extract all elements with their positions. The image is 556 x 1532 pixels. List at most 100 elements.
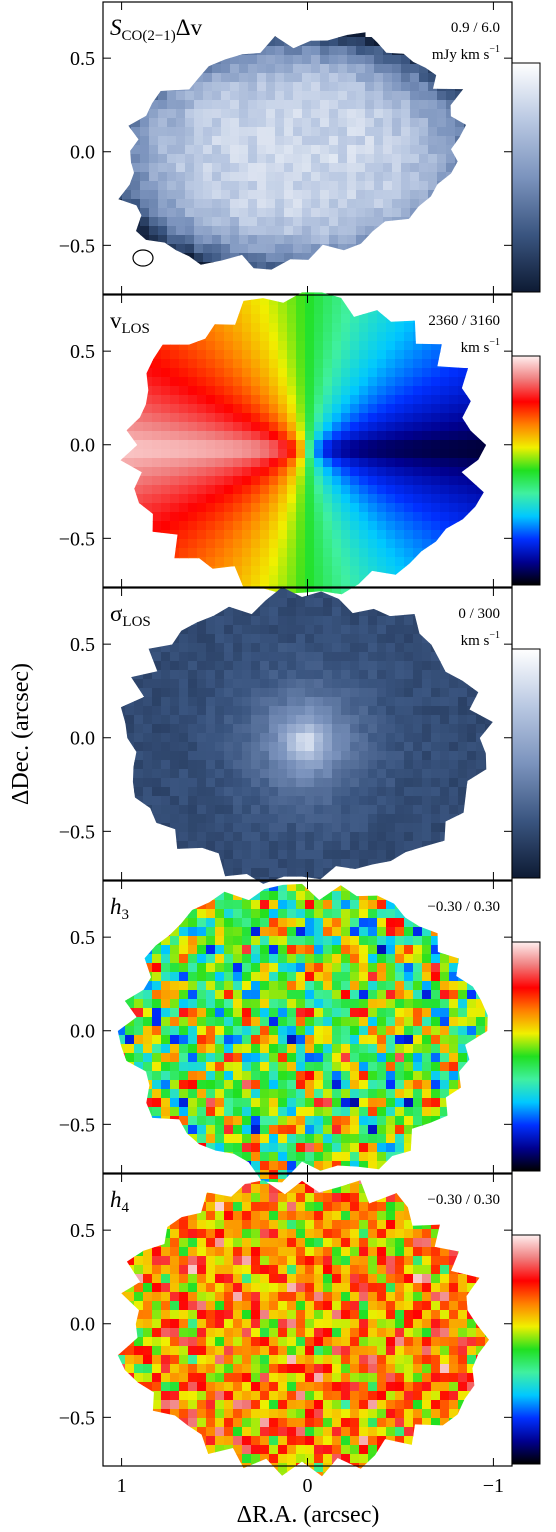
map-pixel	[410, 235, 420, 245]
map-pixel	[278, 679, 288, 689]
map-pixel	[377, 1080, 387, 1090]
map-pixel	[359, 679, 369, 689]
map-pixel	[134, 927, 144, 937]
unit-text: mJy km s	[432, 47, 490, 63]
map-pixel	[377, 742, 387, 752]
map-pixel	[278, 521, 288, 531]
map-pixel	[215, 883, 225, 892]
map-pixel	[215, 589, 225, 599]
map-pixel	[431, 715, 441, 725]
map-pixel	[332, 449, 342, 459]
map-pixel	[341, 404, 351, 414]
map-pixel	[251, 643, 261, 653]
map-pixel	[494, 404, 504, 414]
map-pixel	[437, 109, 447, 119]
map-pixel	[143, 521, 153, 531]
map-pixel	[404, 1008, 414, 1018]
map-pixel	[476, 706, 486, 716]
map-pixel	[233, 1098, 243, 1108]
map-pixel	[431, 458, 441, 468]
map-pixel	[176, 181, 186, 191]
map-pixel	[197, 796, 207, 806]
map-pixel	[320, 262, 330, 270]
map-pixel	[179, 661, 189, 671]
map-pixel	[278, 625, 288, 635]
map-pixel	[224, 359, 234, 369]
map-pixel	[242, 742, 252, 752]
map-pixel	[233, 990, 243, 1000]
map-pixel	[374, 109, 384, 119]
map-pixel	[206, 305, 216, 315]
map-pixel	[242, 625, 252, 635]
map-pixel	[395, 476, 405, 486]
map-pixel	[131, 100, 141, 110]
map-pixel	[215, 999, 225, 1009]
map-pixel	[104, 100, 114, 110]
map-pixel	[278, 697, 288, 707]
map-pixel	[188, 742, 198, 752]
map-pixel	[305, 368, 315, 378]
map-pixel	[176, 253, 186, 263]
map-pixel	[248, 46, 258, 56]
map-pixel	[215, 323, 225, 333]
map-pixel	[422, 467, 432, 477]
map-pixel	[224, 850, 234, 860]
map-pixel	[368, 1134, 378, 1144]
map-pixel	[230, 136, 240, 146]
map-pixel	[440, 859, 450, 869]
map-pixel	[224, 697, 234, 707]
map-pixel	[251, 1044, 261, 1054]
map-pixel	[107, 972, 117, 982]
map-pixel	[134, 751, 144, 761]
map-pixel	[323, 539, 333, 549]
map-pixel	[323, 431, 333, 441]
map-pixel	[476, 422, 486, 432]
map-pixel	[347, 226, 357, 236]
map-pixel	[260, 643, 270, 653]
map-pixel	[359, 1134, 369, 1144]
map-pixel	[368, 616, 378, 626]
map-pixel	[206, 494, 216, 504]
map-pixel	[386, 575, 396, 585]
map-pixel	[458, 386, 468, 396]
map-pixel	[386, 1089, 396, 1099]
map-pixel	[338, 235, 348, 245]
map-pixel	[170, 530, 180, 540]
map-pixel	[467, 530, 477, 540]
map-pixel	[197, 1161, 207, 1171]
map-pixel	[266, 64, 276, 74]
map-pixel	[125, 751, 135, 761]
map-pixel	[179, 679, 189, 689]
map-pixel	[314, 1170, 324, 1180]
map-pixel	[257, 172, 267, 182]
map-pixel	[449, 530, 459, 540]
map-pixel	[329, 154, 339, 164]
map-pixel	[440, 963, 450, 973]
map-pixel	[120, 476, 126, 486]
map-pixel	[374, 73, 384, 83]
map-pixel	[179, 530, 189, 540]
map-pixel	[152, 742, 162, 752]
map-pixel	[377, 625, 387, 635]
map-pixel	[188, 697, 198, 707]
map-pixel	[320, 154, 330, 164]
map-pixel	[203, 145, 213, 155]
map-pixel	[428, 109, 438, 119]
map-pixel	[431, 1143, 441, 1153]
map-pixel	[455, 100, 465, 110]
map-pixel	[152, 548, 162, 558]
map-pixel	[413, 413, 423, 423]
map-pixel	[419, 100, 429, 110]
map-pixel	[395, 440, 405, 450]
map-pixel	[314, 341, 324, 351]
map-pixel	[188, 909, 198, 919]
map-pixel	[377, 634, 387, 644]
map-pixel	[293, 208, 303, 218]
map-pixel	[107, 1017, 117, 1027]
map-pixel	[323, 927, 333, 937]
map-pixel	[368, 981, 378, 991]
map-pixel	[350, 305, 360, 315]
map-pixel	[386, 1134, 396, 1144]
map-pixel	[494, 670, 504, 680]
map-pixel	[359, 936, 369, 946]
